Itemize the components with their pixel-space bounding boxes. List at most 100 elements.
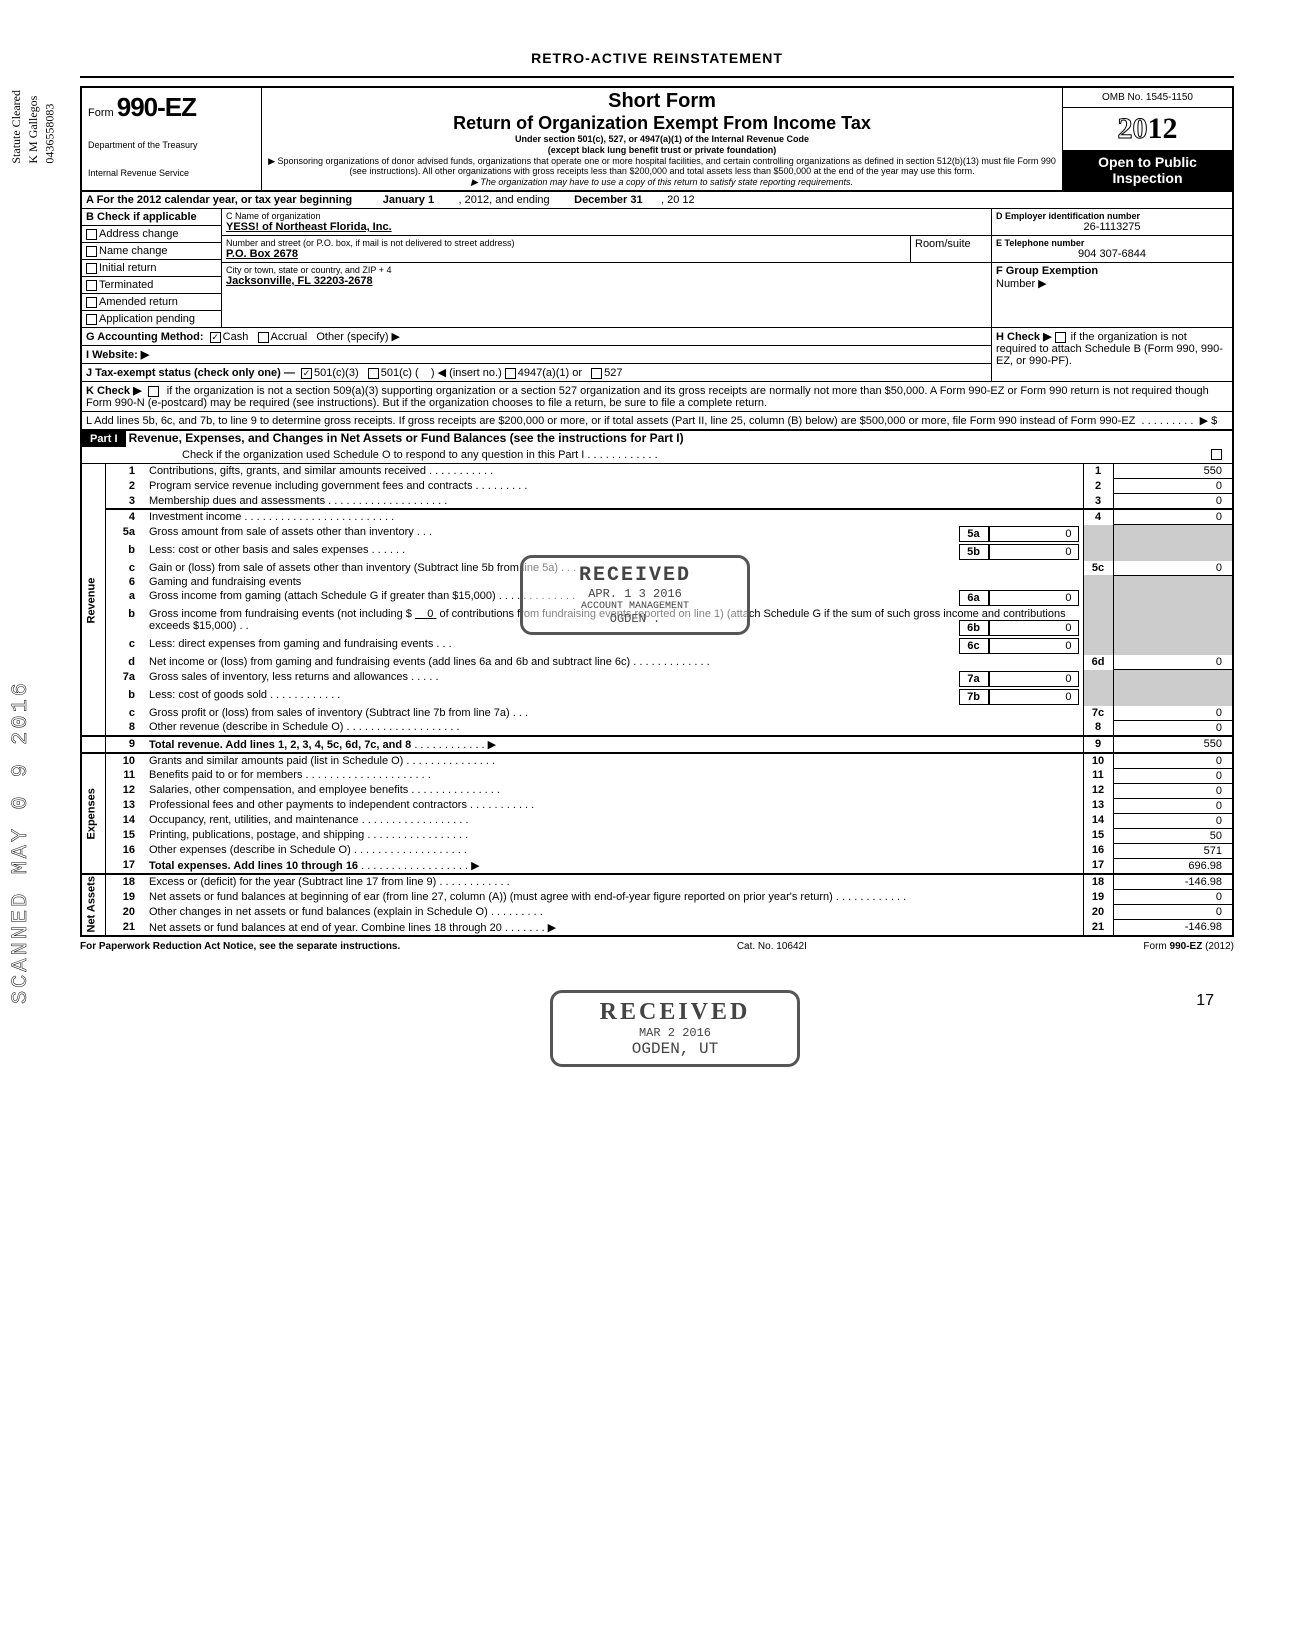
- b-opt-pending[interactable]: Application pending: [82, 311, 221, 327]
- checkbox-icon[interactable]: [86, 314, 97, 325]
- row-j: J Tax-exempt status (check only one) — 5…: [82, 364, 991, 381]
- h-label: H Check ▶: [996, 331, 1052, 343]
- f-block: F Group Exemption Number ▶: [992, 263, 1232, 292]
- a-yr: , 20 12: [661, 194, 695, 206]
- b-opt-name[interactable]: Name change: [82, 243, 221, 260]
- checkbox-icon[interactable]: [86, 229, 97, 240]
- line-5b: b Less: cost or other basis and sales ex…: [81, 543, 1233, 561]
- 501c-checkbox[interactable]: [368, 368, 379, 379]
- line-11: 11Benefits paid to or for members . . . …: [81, 768, 1233, 783]
- c-addr-block: Number and street (or P.O. box, if mail …: [222, 236, 991, 263]
- h-text2: required to attach Schedule B: [996, 343, 1141, 355]
- examiner-name: K M Gallegos: [26, 96, 40, 164]
- section-revenue: Revenue: [81, 464, 105, 736]
- line-17: 17Total expenses. Add lines 10 through 1…: [81, 858, 1233, 874]
- part1-check-row: Check if the organization used Schedule …: [82, 447, 1232, 463]
- checkbox-icon[interactable]: [86, 297, 97, 308]
- e-block: E Telephone number 904 307-6844: [992, 236, 1232, 263]
- c-city-block: City or town, state or country, and ZIP …: [222, 263, 991, 289]
- line-3: 3 Membership dues and assessments . . . …: [81, 494, 1233, 510]
- part1-header-row: Part I Revenue, Expenses, and Changes in…: [80, 431, 1234, 464]
- line-1: Revenue 1 Contributions, gifts, grants, …: [81, 464, 1233, 479]
- j-insert: ◀ (insert no.): [438, 367, 502, 379]
- line-2: 2 Program service revenue including gove…: [81, 479, 1233, 494]
- k-label: K Check ▶: [86, 385, 142, 397]
- part1-label: Part I: [82, 431, 126, 447]
- 501c3-checkbox[interactable]: [301, 368, 312, 379]
- part1-checkbox[interactable]: [1211, 449, 1222, 460]
- a-end: December 31: [574, 194, 643, 206]
- line-6b: b Gross income from fundraising events (…: [81, 607, 1233, 637]
- line-5c: c Gain or (loss) from sale of assets oth…: [81, 561, 1233, 576]
- footer-mid: Cat. No. 10642I: [737, 941, 807, 952]
- checkbox-icon[interactable]: [86, 280, 97, 291]
- h-checkbox[interactable]: [1055, 332, 1066, 343]
- line-7c: c Gross profit or (loss) from sales of i…: [81, 706, 1233, 721]
- examiner-id: 0436558083: [43, 104, 57, 164]
- city-label: City or town, state or country, and ZIP …: [226, 265, 987, 275]
- scanned-stamp: SCANNED MAY 0 9 2016: [8, 680, 33, 1004]
- row-l: L Add lines 5b, 6c, and 7b, to line 9 to…: [80, 412, 1234, 431]
- f-label2: Number ▶: [996, 278, 1047, 290]
- omb-number: OMB No. 1545-1150: [1063, 88, 1232, 108]
- line-21: 21Net assets or fund balances at end of …: [81, 920, 1233, 936]
- subtitle-1: Under section 501(c), 527, or 4947(a)(1)…: [268, 134, 1056, 145]
- footer-left: For Paperwork Reduction Act Notice, see …: [80, 941, 400, 952]
- stamp2-city: OGDEN, UT: [571, 1040, 779, 1058]
- section-expenses: Expenses: [81, 753, 105, 875]
- org-address: P.O. Box 2678: [226, 248, 298, 260]
- b-opt-initial[interactable]: Initial return: [82, 260, 221, 277]
- subtitle-4: ▶ The organization may have to use a cop…: [268, 177, 1056, 188]
- line-14: 14Occupancy, rent, utilities, and mainte…: [81, 813, 1233, 828]
- c-name-block: C Name of organization YESS! of Northeas…: [222, 209, 991, 236]
- line-5a: 5a Gross amount from sale of assets othe…: [81, 525, 1233, 543]
- line-18: Net Assets 18 Excess or (deficit) for th…: [81, 874, 1233, 890]
- cash-checkbox[interactable]: [210, 332, 221, 343]
- line-6a: a Gross income from gaming (attach Sched…: [81, 589, 1233, 607]
- b-opt-amended[interactable]: Amended return: [82, 294, 221, 311]
- dept-treasury: Department of the Treasury: [88, 141, 255, 151]
- l-text: L Add lines 5b, 6c, and 7b, to line 9 to…: [86, 415, 1135, 427]
- col-def: D Employer identification number 26-1113…: [992, 209, 1232, 327]
- k-checkbox[interactable]: [148, 386, 159, 397]
- row-k: K Check ▶ if the organization is not a s…: [80, 382, 1234, 412]
- line-6c: c Less: direct expenses from gaming and …: [81, 637, 1233, 655]
- row-i: I Website: ▶: [82, 346, 991, 364]
- footer-right: Form 990-EZ (2012): [1143, 941, 1234, 952]
- a-begin: January 1: [383, 194, 434, 206]
- phone: 904 307-6844: [996, 248, 1228, 260]
- col-h: H Check ▶ if the organization is not not…: [992, 328, 1232, 381]
- statute-cleared: Statute Cleared: [9, 90, 23, 164]
- form-title-center: Short Form Return of Organization Exempt…: [262, 88, 1062, 190]
- line-13: 13Professional fees and other payments t…: [81, 798, 1233, 813]
- 4947-checkbox[interactable]: [505, 368, 516, 379]
- part1-check-text: Check if the organization used Schedule …: [182, 449, 584, 461]
- line-6: 6 Gaming and fundraising events: [81, 575, 1233, 589]
- addr-label: Number and street (or P.O. box, if mail …: [226, 238, 906, 248]
- row-a: A For the 2012 calendar year, or tax yea…: [80, 192, 1234, 209]
- 527-checkbox[interactable]: [591, 368, 602, 379]
- h-text1: if the organization is not: [1071, 331, 1187, 343]
- col-gij: G Accounting Method: Cash Accrual Other …: [82, 328, 992, 381]
- b-opt-address[interactable]: Address change: [82, 226, 221, 243]
- form-number: 990-EZ: [117, 92, 196, 122]
- line-10: Expenses 10 Grants and similar amounts p…: [81, 753, 1233, 769]
- line-8: 8 Other revenue (describe in Schedule O)…: [81, 720, 1233, 736]
- checkbox-icon[interactable]: [86, 246, 97, 257]
- section-netassets: Net Assets: [81, 874, 105, 936]
- b-opt-terminated[interactable]: Terminated: [82, 277, 221, 294]
- line-19: 19Net assets or fund balances at beginni…: [81, 890, 1233, 905]
- line-15: 15Printing, publications, postage, and s…: [81, 828, 1233, 843]
- line-20: 20Other changes in net assets or fund ba…: [81, 905, 1233, 920]
- col-c: C Name of organization YESS! of Northeas…: [222, 209, 992, 327]
- line-12: 12Salaries, other compensation, and empl…: [81, 783, 1233, 798]
- line-6d: d Net income or (loss) from gaming and f…: [81, 655, 1233, 670]
- line-9: 9 Total revenue. Add lines 1, 2, 3, 4, 5…: [81, 736, 1233, 753]
- accrual-checkbox[interactable]: [258, 332, 269, 343]
- checkbox-icon[interactable]: [86, 263, 97, 274]
- open-to-public: Open to Public Inspection: [1063, 150, 1232, 190]
- side-margin-stamps: Statute Cleared K M Gallegos 0436558083: [8, 90, 58, 164]
- e-label: E Telephone number: [996, 238, 1228, 248]
- j-label: J Tax-exempt status (check only one) —: [86, 367, 295, 379]
- row-gijh: G Accounting Method: Cash Accrual Other …: [80, 328, 1234, 382]
